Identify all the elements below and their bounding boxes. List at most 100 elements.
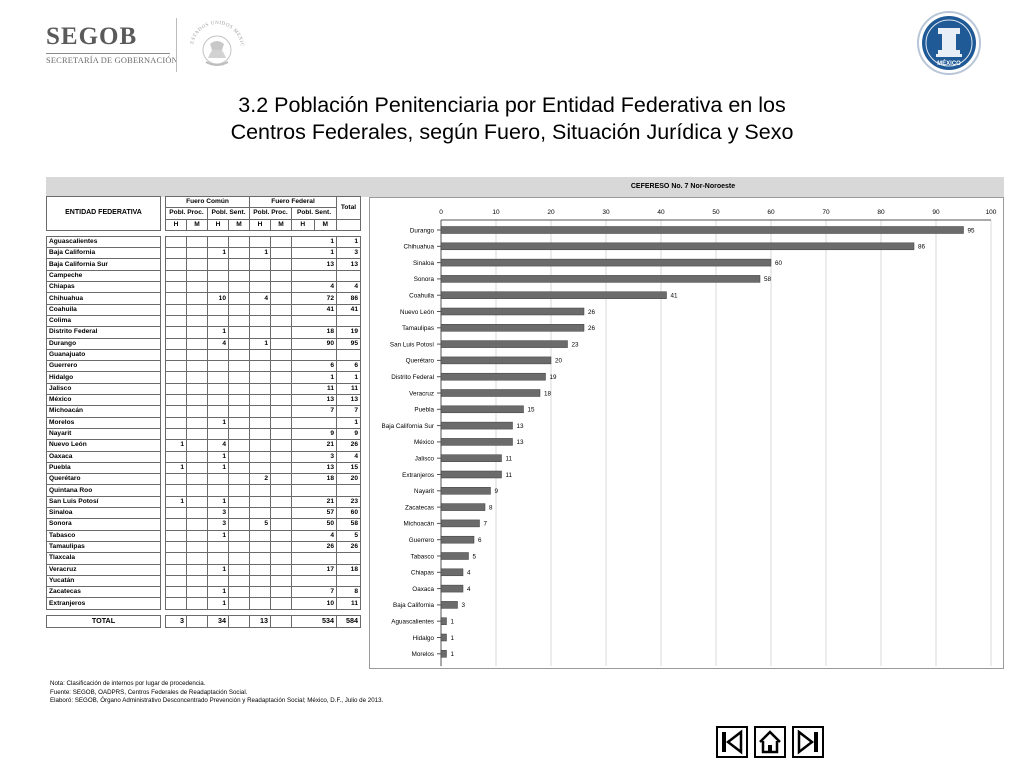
category-label: Michoacán <box>404 521 435 528</box>
bar <box>440 584 464 593</box>
table-row: Chihuahua 10 4 72 86 <box>46 292 361 305</box>
cell-value: 1 <box>165 461 187 475</box>
bar <box>440 487 491 495</box>
cell-value <box>249 416 271 429</box>
cell-federal-sent <box>291 314 337 328</box>
cell-value <box>249 540 271 554</box>
cell-total: 15 <box>336 461 361 475</box>
cell-federal-sent: 18 <box>291 473 337 486</box>
cell-federal-sent: 4 <box>291 529 337 542</box>
cell-value <box>207 360 229 373</box>
cell-value <box>186 552 208 565</box>
header-m: M <box>186 218 208 231</box>
cell-value <box>207 484 229 497</box>
cell-value <box>270 258 292 271</box>
data-label: 13 <box>517 439 525 446</box>
table-row: Nayarit 9 9 <box>46 427 361 441</box>
bar <box>440 356 552 365</box>
bar <box>440 535 475 544</box>
bar <box>440 372 546 381</box>
cell-federal-sent: 50 <box>291 518 337 531</box>
cell-federal-sent <box>291 574 337 588</box>
cell-value <box>270 529 292 542</box>
entity-name: Tlaxcala <box>46 552 161 565</box>
cell-value <box>249 382 271 396</box>
cell-value <box>228 292 250 305</box>
cell-total: 9 <box>336 427 361 441</box>
cell-federal-sent: 7 <box>291 405 337 418</box>
table-row: Aguascalientes 1 1 <box>46 235 361 249</box>
cell-value <box>186 258 208 271</box>
cell-value <box>270 563 292 576</box>
table-row: Distrito Federal 1 18 19 <box>46 326 361 339</box>
cell-value <box>270 461 292 475</box>
table-row: Tamaulipas 26 26 <box>46 540 361 554</box>
cell-value <box>270 360 292 373</box>
cell-value <box>249 360 271 373</box>
cell-value <box>228 614 250 628</box>
cell-value <box>249 450 271 463</box>
cell-value <box>186 507 208 520</box>
cell-value <box>186 450 208 463</box>
entity-name: Tabasco <box>46 529 161 542</box>
cell-total <box>336 552 361 565</box>
cell-value: 3 <box>207 507 229 520</box>
cell-value <box>186 473 208 486</box>
bar <box>440 258 772 267</box>
cell-value: 1 <box>207 416 229 429</box>
entity-name: TOTAL <box>46 614 161 628</box>
cell-total <box>336 484 361 497</box>
cell-value <box>207 382 229 396</box>
category-label: Veracruz <box>409 390 434 397</box>
cell-value <box>228 247 250 260</box>
cell-value <box>270 484 292 497</box>
cell-total <box>336 574 361 588</box>
cell-value: 1 <box>207 247 229 260</box>
category-label: Coahuila <box>409 293 434 300</box>
data-label: 58 <box>764 276 772 283</box>
cell-value <box>249 371 271 384</box>
category-label: Guerrero <box>409 537 435 544</box>
cell-value <box>207 405 229 418</box>
bar <box>440 617 447 625</box>
cell-federal-sent <box>291 269 337 283</box>
institution-emblem-icon: MÉXICO <box>917 11 981 75</box>
cell-value <box>270 348 292 362</box>
cell-value <box>249 439 271 452</box>
table-row: Michoacán 7 7 <box>46 405 361 418</box>
cell-value <box>165 540 187 554</box>
cell-federal-sent: 13 <box>291 394 337 407</box>
cell-value: 1 <box>165 439 187 452</box>
cell-total: 19 <box>336 326 361 339</box>
cell-value <box>186 382 208 396</box>
cell-value <box>186 394 208 407</box>
cell-federal-sent: 7 <box>291 586 337 599</box>
cell-federal-sent: 18 <box>291 326 337 339</box>
cell-value: 4 <box>207 337 229 350</box>
home-icon <box>759 730 781 754</box>
cell-value <box>270 281 292 294</box>
cell-value <box>165 563 187 576</box>
header-comun-sent: Pobl. Sent. <box>207 207 250 220</box>
cell-value: 1 <box>207 529 229 542</box>
cell-value <box>270 473 292 486</box>
cell-total: 4 <box>336 281 361 294</box>
bar <box>440 275 761 283</box>
last-slide-button[interactable] <box>792 726 824 758</box>
data-label: 8 <box>489 504 493 511</box>
cell-total: 41 <box>336 303 361 316</box>
table-row: Querétaro 2 18 20 <box>46 473 361 486</box>
category-label: Puebla <box>414 407 434 414</box>
entity-name: México <box>46 394 161 407</box>
cell-value: 5 <box>249 518 271 531</box>
table-row: Morelos 1 1 <box>46 416 361 429</box>
cell-value <box>165 427 187 441</box>
cell-value <box>165 382 187 396</box>
home-button[interactable] <box>754 726 786 758</box>
cell-value <box>207 269 229 283</box>
cell-total: 95 <box>336 337 361 350</box>
cell-value <box>270 303 292 316</box>
category-label: Zacatecas <box>405 504 434 511</box>
data-label: 20 <box>555 358 563 365</box>
first-slide-button[interactable] <box>716 726 748 758</box>
